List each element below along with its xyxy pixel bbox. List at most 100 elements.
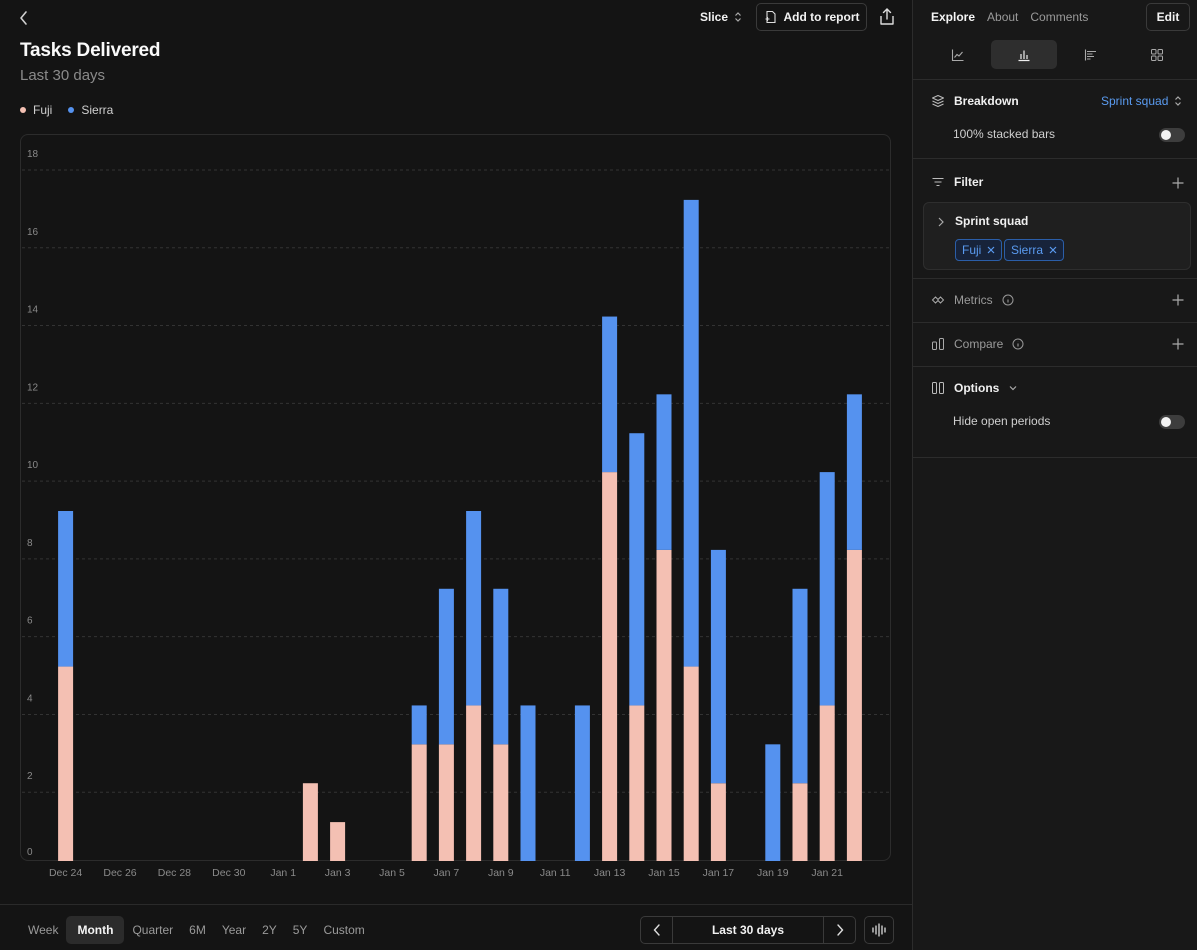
- divider: [913, 457, 1197, 458]
- bar-sierra-jan-16[interactable]: [683, 199, 699, 667]
- bar-fuji-jan-21[interactable]: [819, 705, 835, 861]
- waveform-button[interactable]: [864, 916, 894, 944]
- viz-line-button[interactable]: [925, 40, 991, 69]
- bar-sierra-jan-6[interactable]: [411, 705, 427, 745]
- options-header[interactable]: Options: [931, 381, 1018, 395]
- filter-icon: [932, 177, 944, 187]
- range-next-button[interactable]: [823, 917, 855, 943]
- viz-horizontal-bar-button[interactable]: [1058, 40, 1124, 69]
- period-2y[interactable]: 2Y: [262, 923, 277, 937]
- bar-fuji-jan-13[interactable]: [602, 472, 618, 861]
- close-icon[interactable]: [1049, 246, 1057, 254]
- share-button[interactable]: [877, 6, 897, 28]
- options-icon: [932, 382, 944, 394]
- bar-sierra-jan-20[interactable]: [792, 588, 808, 784]
- x-tick-label: Jan 11: [540, 867, 571, 879]
- period-5y[interactable]: 5Y: [292, 923, 308, 937]
- tab-about[interactable]: About: [987, 10, 1019, 24]
- grid-icon: [1150, 48, 1163, 61]
- legend-label-fuji: Fuji: [33, 103, 53, 117]
- range-prev-button[interactable]: [641, 917, 673, 943]
- bar-sierra-jan-21[interactable]: [819, 472, 835, 706]
- period-quarter[interactable]: Quarter: [132, 923, 174, 937]
- legend-item-fuji[interactable]: Fuji: [20, 103, 52, 117]
- x-tick-label: Jan 19: [757, 867, 789, 879]
- bar-sierra-jan-8[interactable]: [466, 511, 482, 706]
- bar-sierra-jan-22[interactable]: [846, 394, 862, 550]
- info-icon[interactable]: [1002, 294, 1014, 306]
- legend-dot-sierra: [68, 107, 75, 113]
- add-compare-button[interactable]: [1171, 337, 1185, 351]
- add-filter-button[interactable]: [1171, 176, 1185, 190]
- compare-header: Compare: [931, 337, 1024, 351]
- add-metric-button[interactable]: [1171, 293, 1185, 307]
- plus-icon: [1172, 177, 1184, 189]
- updown-chevron-icon: [1175, 96, 1182, 106]
- bar-sierra-jan-13[interactable]: [602, 316, 618, 473]
- bar-fuji-jan-14[interactable]: [629, 705, 645, 861]
- bar-fuji-jan-9[interactable]: [493, 744, 509, 861]
- hide-open-periods-toggle[interactable]: [1159, 415, 1185, 429]
- line-chart-icon: [951, 49, 964, 61]
- stacked-bars-toggle[interactable]: [1159, 128, 1185, 142]
- x-tick-label: Jan 15: [648, 867, 680, 879]
- x-tick-label: Jan 3: [325, 867, 351, 879]
- bar-fuji-jan-16[interactable]: [683, 666, 699, 861]
- close-icon[interactable]: [987, 246, 995, 254]
- bar-fuji-dec-24[interactable]: [58, 666, 74, 861]
- bar-fuji-jan-7[interactable]: [438, 744, 454, 861]
- bar-fuji-jan-20[interactable]: [792, 783, 808, 861]
- edit-button[interactable]: Edit: [1146, 3, 1190, 31]
- bar-fuji-jan-6[interactable]: [411, 744, 427, 861]
- legend-item-sierra[interactable]: Sierra: [68, 103, 113, 117]
- bar-fuji-jan-22[interactable]: [846, 549, 862, 861]
- plus-icon: [1172, 338, 1184, 350]
- viz-grid-button[interactable]: [1124, 40, 1190, 69]
- x-tick-label: Jan 13: [594, 867, 626, 879]
- chevron-right-icon: [836, 924, 843, 936]
- bar-fuji-jan-2[interactable]: [302, 783, 318, 861]
- chevron-left-icon: [20, 11, 27, 25]
- period-custom[interactable]: Custom: [323, 923, 365, 937]
- bar-sierra-jan-19[interactable]: [765, 744, 781, 861]
- bar-sierra-jan-15[interactable]: [656, 394, 672, 550]
- bar-sierra-jan-17[interactable]: [710, 549, 726, 784]
- period-year[interactable]: Year: [221, 923, 247, 937]
- viz-bar-button[interactable]: [991, 40, 1058, 69]
- period-month[interactable]: Month: [66, 916, 125, 944]
- period-week[interactable]: Week: [28, 923, 59, 937]
- back-button[interactable]: [14, 8, 34, 28]
- add-to-report-button[interactable]: Add to report: [756, 3, 867, 31]
- bar-sierra-jan-14[interactable]: [629, 433, 645, 706]
- x-tick-label: Jan 1: [270, 867, 296, 879]
- tab-comments[interactable]: Comments: [1030, 10, 1089, 24]
- bar-sierra-dec-24[interactable]: [58, 511, 74, 667]
- period-6m[interactable]: 6M: [189, 923, 206, 937]
- bar-sierra-jan-12[interactable]: [574, 705, 590, 861]
- toggle-knob: [1161, 417, 1171, 427]
- x-tick-label: Dec 28: [158, 867, 191, 879]
- compare-label: Compare: [954, 337, 1004, 351]
- bar-chart-icon: [1018, 50, 1030, 61]
- bar-fuji-jan-3[interactable]: [330, 822, 346, 861]
- bar-fuji-jan-8[interactable]: [466, 705, 482, 861]
- bar-sierra-jan-10[interactable]: [520, 705, 536, 861]
- info-icon[interactable]: [1012, 338, 1024, 350]
- options-label: Options: [954, 381, 1000, 395]
- bar-sierra-jan-9[interactable]: [493, 588, 509, 745]
- slice-dropdown[interactable]: Slice: [700, 8, 742, 26]
- chevron-right-icon: [938, 217, 944, 227]
- filter-expand-button[interactable]: [936, 215, 946, 227]
- chart-frame: [20, 134, 891, 861]
- range-label[interactable]: Last 30 days: [711, 923, 785, 937]
- tab-explore[interactable]: Explore: [931, 10, 976, 24]
- filter-chip-fuji: Fuji: [955, 239, 1003, 261]
- breakdown-dropdown[interactable]: Sprint squad: [1101, 94, 1182, 108]
- x-tick-label: Dec 30: [212, 867, 245, 879]
- x-tick-label: Dec 24: [49, 867, 82, 879]
- bar-fuji-jan-17[interactable]: [710, 783, 726, 861]
- x-tick-label: Dec 26: [103, 867, 136, 879]
- filter-card: Sprint squad Fuji Sierra: [923, 202, 1191, 270]
- bar-fuji-jan-15[interactable]: [656, 549, 672, 861]
- bar-sierra-jan-7[interactable]: [438, 588, 454, 745]
